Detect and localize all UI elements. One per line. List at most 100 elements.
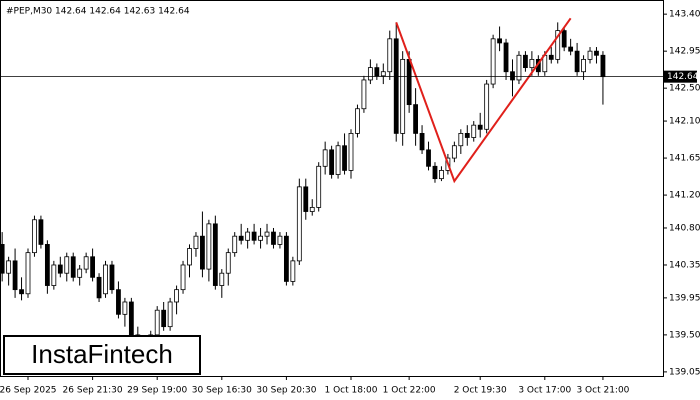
candle-body <box>484 83 490 130</box>
candle-body <box>251 231 257 241</box>
candle-body <box>477 124 483 130</box>
candle-body <box>0 244 5 274</box>
candle-body <box>19 289 24 295</box>
y-tick-label: 139.05 <box>669 367 700 377</box>
candle-body <box>471 124 477 138</box>
candle-body <box>503 42 509 73</box>
x-tick-label: 30 Sep 16:30 <box>192 386 252 396</box>
x-tick-label: 1 Oct 22:00 <box>383 386 436 396</box>
candle-body <box>380 71 386 77</box>
y-tick-label: 142.10 <box>669 117 700 127</box>
candle-body <box>600 54 606 78</box>
candle-body <box>161 309 167 328</box>
candle-body <box>12 260 18 291</box>
candle-body <box>154 309 160 336</box>
candle-body <box>555 30 561 60</box>
candle-body <box>510 71 515 81</box>
candle-body <box>490 38 496 85</box>
x-tick-label: 26 Sep 21:30 <box>63 386 123 396</box>
y-tick-label: 141.65 <box>669 154 700 164</box>
candle-body <box>219 272 225 286</box>
candle-body <box>400 58 406 134</box>
chart-title: #PEP,M30 142.64 142.64 142.63 142.64 <box>6 7 190 17</box>
candle-body <box>374 67 380 77</box>
candle-body <box>303 186 309 212</box>
candle-body <box>574 50 580 73</box>
candle-body <box>316 165 322 208</box>
candle-body <box>322 149 328 167</box>
candle-body <box>6 260 12 274</box>
x-tick-label: 1 Oct 18:00 <box>325 386 378 396</box>
y-tick-label: 142.50 <box>669 84 700 94</box>
current-price-label: 142.64 <box>667 72 699 82</box>
candle-body <box>212 223 218 286</box>
candle-body <box>464 133 470 138</box>
candle-body <box>309 207 315 212</box>
candle-body <box>387 38 393 73</box>
candle-body <box>180 264 186 291</box>
candle-body <box>432 165 438 180</box>
candle-body <box>393 38 399 134</box>
x-tick-label: 3 Oct 21:00 <box>576 386 629 396</box>
candle-body <box>116 289 121 315</box>
candle-body <box>581 58 586 73</box>
candle-body <box>103 264 108 295</box>
candle-body <box>64 256 70 274</box>
candle-body <box>283 235 289 282</box>
candle-body <box>200 235 205 270</box>
candle-body <box>458 133 464 147</box>
candle-body <box>174 289 179 303</box>
candle-body <box>406 58 412 106</box>
candle-body <box>83 256 89 270</box>
current-price-box <box>663 70 697 83</box>
candle-body <box>523 54 528 69</box>
candle-body <box>587 50 593 60</box>
candle-body <box>96 276 102 299</box>
candle-body <box>57 264 63 274</box>
candle-body <box>77 268 83 278</box>
candle-body <box>225 252 231 274</box>
candle-body <box>271 231 276 245</box>
candle-body <box>44 244 50 286</box>
candle-body <box>25 252 31 295</box>
candle-body <box>348 133 354 171</box>
candle-body <box>439 170 444 180</box>
candle-body <box>264 231 270 237</box>
candle-body <box>90 256 95 278</box>
x-tick-label: 29 Sep 19:00 <box>127 386 187 396</box>
pattern-line <box>395 17 572 184</box>
candle-body <box>70 256 76 278</box>
candle-body <box>413 104 419 134</box>
candle-body <box>548 54 554 60</box>
candle-body <box>594 50 599 56</box>
candle-body <box>32 219 37 254</box>
candle-body <box>206 223 212 270</box>
candle-body <box>516 54 522 81</box>
candle-body <box>238 235 244 241</box>
y-tick-label: 142.95 <box>669 47 700 57</box>
candle-body <box>361 79 367 110</box>
candle-body <box>529 58 535 69</box>
y-tick-label: 139.50 <box>669 330 700 340</box>
candle-body <box>335 145 341 175</box>
y-tick-label: 143.40 <box>669 10 700 20</box>
x-tick-label: 2 Oct 19:30 <box>454 386 507 396</box>
candle-body <box>342 145 347 171</box>
x-tick-label: 30 Sep 20:30 <box>256 386 316 396</box>
candle-body <box>38 219 44 245</box>
candle-body <box>329 149 335 175</box>
candle-body <box>128 301 134 336</box>
y-tick-label: 140.35 <box>669 260 700 270</box>
candle-body <box>296 186 302 262</box>
watermark: InstaFintech <box>31 339 173 369</box>
candle-body <box>232 235 238 254</box>
y-tick-label: 139.95 <box>669 293 700 303</box>
x-tick-label: 26 Sep 2025 <box>0 386 57 396</box>
candle-body <box>290 260 296 282</box>
candle-body <box>167 301 173 328</box>
candle-body <box>245 231 251 241</box>
candle-body <box>122 301 128 315</box>
y-tick-label: 141.20 <box>669 191 700 201</box>
